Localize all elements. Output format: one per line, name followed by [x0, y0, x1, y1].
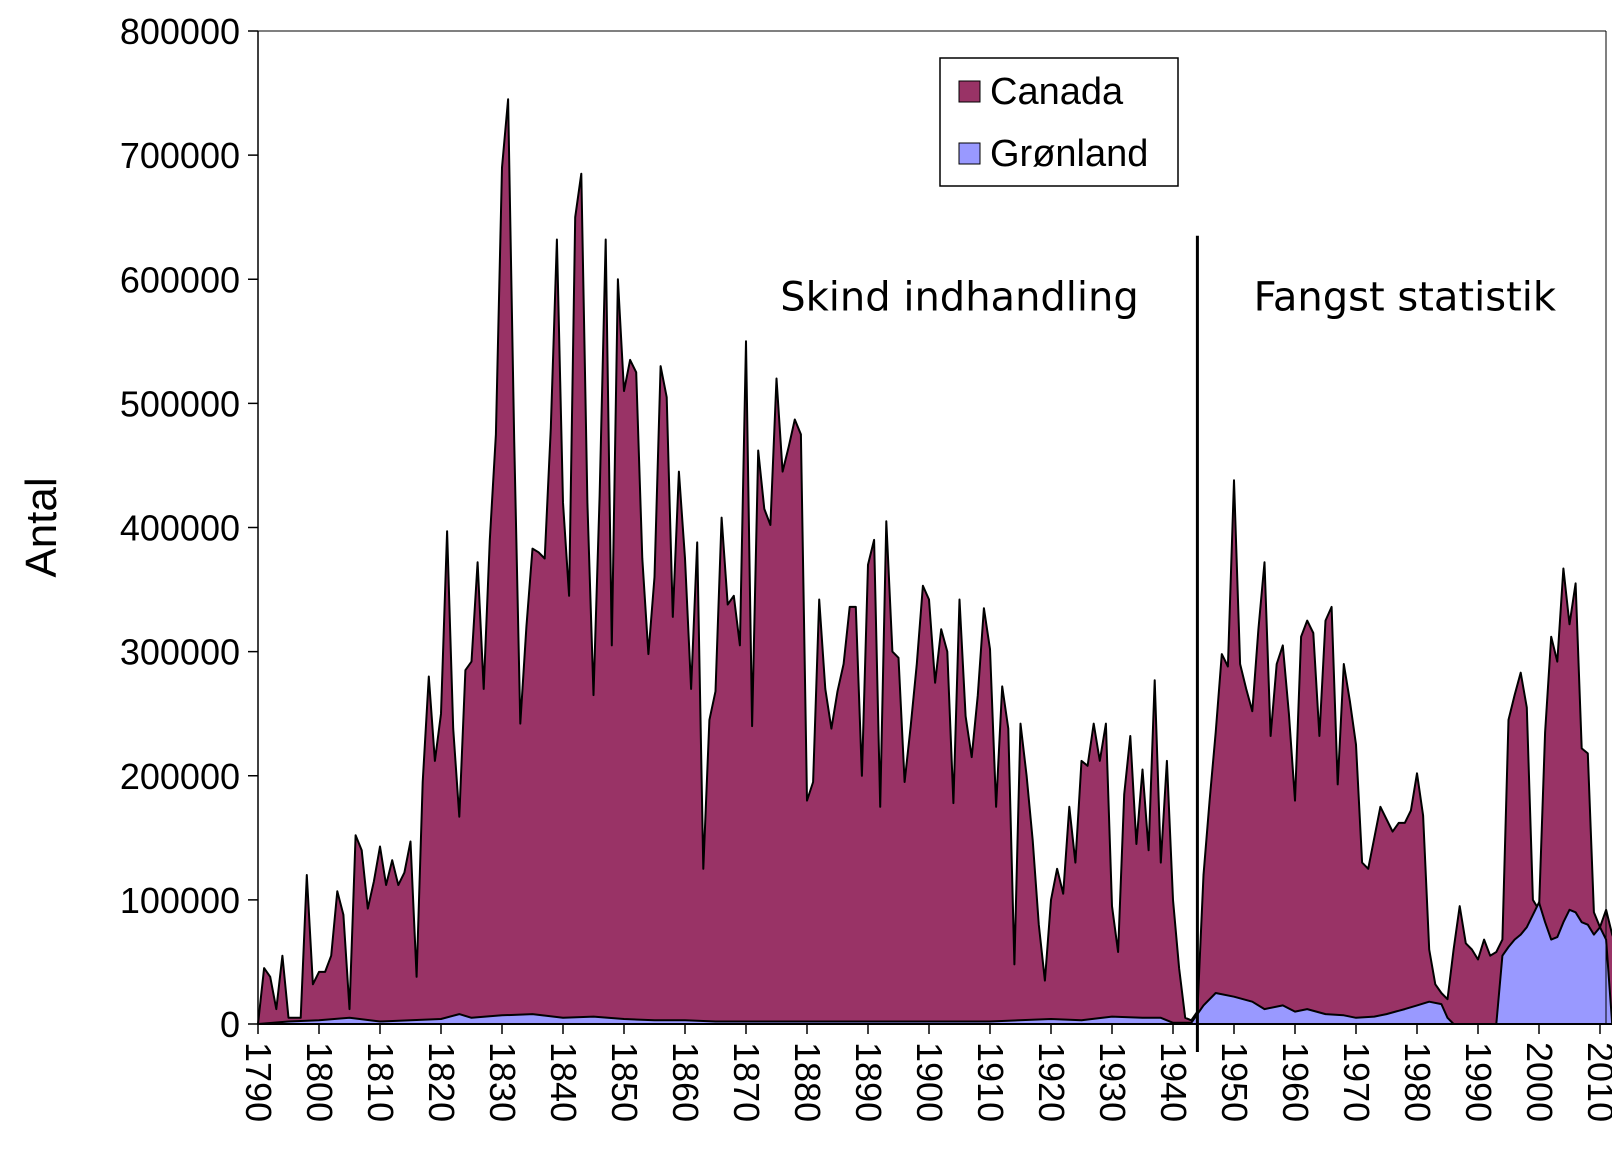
legend-swatch-gronland	[958, 142, 981, 165]
y-tick-label: 100000	[120, 880, 240, 921]
x-tick-label: 1860	[665, 1042, 706, 1122]
x-tick-label: 1870	[726, 1042, 767, 1122]
x-tick-label: 1980	[1397, 1042, 1438, 1122]
x-tick-label: 2010	[1580, 1042, 1612, 1122]
legend-label-canada: Canada	[990, 71, 1124, 113]
annotation-fangst-statistik: Fangst statistik	[1254, 274, 1557, 320]
x-tick-label: 1900	[909, 1042, 950, 1122]
legend-box	[939, 57, 1179, 187]
area-canada	[257, 98, 1612, 1025]
x-tick-label: 1880	[787, 1042, 828, 1122]
series-areas	[257, 98, 1612, 1025]
y-tick-label: 700000	[120, 135, 240, 176]
x-tick-label: 1840	[543, 1042, 584, 1122]
x-tick-label: 1950	[1214, 1042, 1255, 1122]
x-tick-label: 1940	[1153, 1042, 1194, 1122]
x-tick-label: 1960	[1275, 1042, 1316, 1122]
x-tick-label: 1830	[482, 1042, 523, 1122]
x-tick-label: 1910	[970, 1042, 1011, 1122]
y-tick-label: 600000	[120, 259, 240, 300]
x-tick-label: 1920	[1031, 1042, 1072, 1122]
y-tick-label: 500000	[120, 383, 240, 424]
x-tick-label: 1970	[1336, 1042, 1377, 1122]
x-tick-label: 1930	[1092, 1042, 1133, 1122]
x-tick-label: 1890	[848, 1042, 889, 1122]
x-tick-label: 2000	[1519, 1042, 1560, 1122]
legend-swatch-canada	[958, 80, 981, 103]
legend: Canada Grønland	[939, 57, 1179, 187]
x-tick-label: 1850	[604, 1042, 645, 1122]
y-tick-label: 400000	[120, 508, 240, 549]
y-axis-ticks: 0 100000 200000 300000 400000 500000 600000 700…	[120, 11, 258, 1045]
y-tick-label: 200000	[120, 756, 240, 797]
legend-label-gronland: Grønland	[990, 133, 1148, 175]
x-tick-label: 1800	[299, 1042, 340, 1122]
annotation-skind-indhandling: Skind indhandling	[780, 274, 1139, 320]
x-tick-label: 1810	[360, 1042, 401, 1122]
x-tick-label: 1820	[421, 1042, 462, 1122]
y-axis-label: Antal	[17, 477, 66, 577]
x-tick-label: 1790	[238, 1042, 279, 1122]
y-tick-label: 0	[220, 1004, 240, 1045]
area-grnland	[257, 901, 1612, 1025]
y-tick-label: 300000	[120, 632, 240, 673]
y-tick-label: 800000	[120, 11, 240, 52]
axes	[257, 30, 1607, 1025]
x-axis-ticks: 1790 1800 1810 1820 1830 1840 1850 1860 1870 1880…	[238, 1024, 1612, 1122]
x-tick-label: 1990	[1458, 1042, 1499, 1122]
